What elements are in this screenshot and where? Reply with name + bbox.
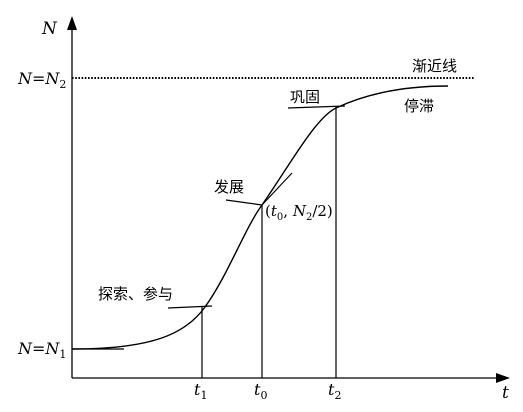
tick-label-t0: t0 <box>254 380 267 402</box>
asymptote-label: 渐近线 <box>412 57 457 75</box>
stage-consolidate-label: 巩固 <box>290 88 320 106</box>
stage-stagnate-label: 停滞 <box>404 97 434 115</box>
tick-label-t2: t2 <box>328 380 341 402</box>
tangent-explore <box>167 305 213 309</box>
x-axis-arrow <box>496 373 510 383</box>
y-axis-label: N <box>41 19 58 39</box>
stage-develop-label: 发展 <box>214 178 244 196</box>
midpoint-label: (t0, N2/2) <box>265 202 333 223</box>
tangent-consolidate <box>287 105 346 109</box>
stage-explore-label: 探索、参与 <box>98 285 173 303</box>
upper-level-label: N=N2 <box>17 69 66 91</box>
tangent-develop <box>225 199 263 206</box>
y-axis-arrow <box>67 16 77 30</box>
tangent-develop-2 <box>261 172 293 206</box>
lower-level-label: N=N1 <box>17 339 66 361</box>
tick-label-t1: t1 <box>194 380 207 402</box>
logistic-curve <box>71 85 449 350</box>
x-axis-label: t <box>502 383 509 403</box>
